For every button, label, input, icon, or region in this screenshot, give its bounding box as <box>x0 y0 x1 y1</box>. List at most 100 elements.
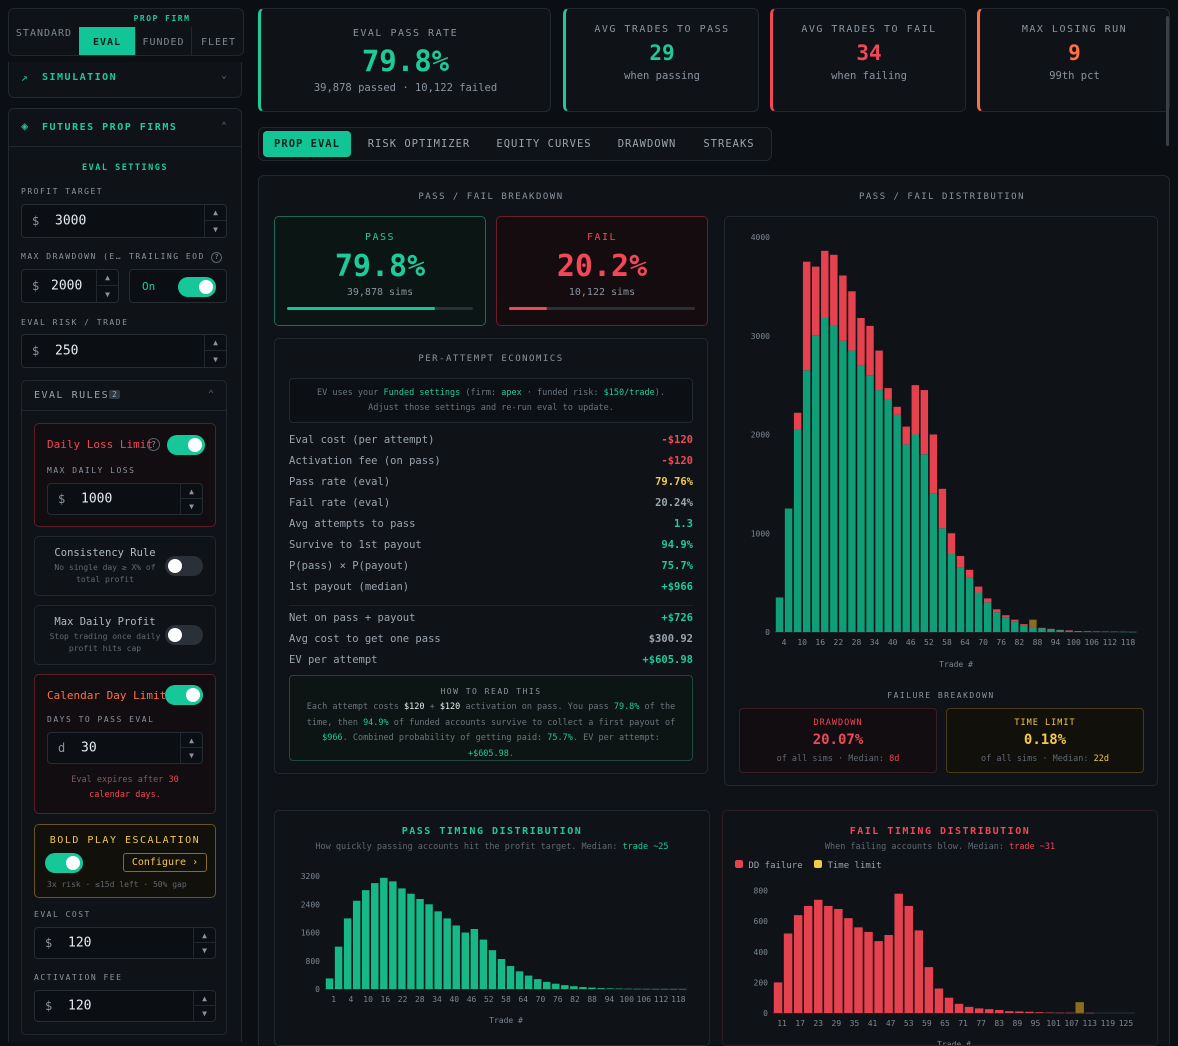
profit-target-label: PROFIT TARGET <box>21 187 104 196</box>
eval-risk-label: EVAL RISK / TRADE <box>21 318 129 327</box>
bar-pass <box>407 893 415 989</box>
profit-target-input[interactable]: $ 3000 ▲ ▼ <box>21 204 227 238</box>
simulation-section[interactable]: ↗ SIMULATION ⌄ <box>8 62 242 98</box>
eval-settings-label: EVAL SETTINGS <box>81 163 169 173</box>
y-tick-label: 2000 <box>751 431 770 440</box>
bar-dd-failure <box>964 1006 974 1013</box>
days-to-pass-stepper[interactable]: ▲ ▼ <box>180 733 202 763</box>
x-axis-label: Trade # <box>937 1040 971 1045</box>
eval-cost-input[interactable]: $ 120 ▲ ▼ <box>34 927 216 959</box>
bar-pass <box>380 877 388 989</box>
max-daily-profit-toggle[interactable] <box>165 625 203 645</box>
x-tick-label: 71 <box>958 1019 968 1028</box>
bar-dd-failure <box>944 997 954 1013</box>
bar-dd-failure <box>874 941 883 1013</box>
bar-dd-failure <box>844 918 853 1013</box>
bar-pass <box>488 950 497 989</box>
tab-eval[interactable]: EVAL <box>79 27 135 55</box>
bar-pass <box>812 335 820 632</box>
bar-pass <box>974 592 983 632</box>
x-tick-label: 94 <box>1051 638 1061 647</box>
tab-standard[interactable]: STANDARD <box>15 27 73 39</box>
activation-fee-label: ACTIVATION FEE <box>34 973 123 982</box>
bar-pass <box>784 508 793 632</box>
bar-pass <box>884 399 892 632</box>
bar-pass <box>830 325 838 632</box>
bar-fail <box>821 250 829 318</box>
rules-count-badge: 2 <box>109 390 120 399</box>
tab-prop-eval[interactable]: PROP EVAL <box>263 131 351 157</box>
help-icon[interactable]: ? <box>147 438 160 451</box>
max-drawdown-input[interactable]: $ 2000 ▲ ▼ <box>21 269 119 303</box>
eval-rules-header[interactable]: EVAL RULES 2 ⌃ <box>22 381 226 411</box>
configure-button[interactable]: Configure › <box>123 853 207 872</box>
econ-row: Avg cost to get one pass $300.92 <box>289 629 693 649</box>
futures-header[interactable]: ◈ FUTURES PROP FIRMS ⌃ <box>9 109 241 147</box>
x-tick-label: 100 <box>1066 638 1081 647</box>
y-tick-label: 800 <box>306 957 321 966</box>
activation-fee-input[interactable]: $ 120 ▲ ▼ <box>34 990 216 1022</box>
econ-row: EV per attempt +$605.98 <box>289 650 693 670</box>
pass-timing-panel: PASS TIMING DISTRIBUTION How quickly pas… <box>274 810 710 1046</box>
tab-drawdown[interactable]: DRAWDOWN <box>617 138 677 150</box>
calendar-toggle[interactable] <box>165 685 203 705</box>
mode-tabs: STANDARD PROP FIRM EVAL FUNDED FLEET <box>8 8 244 56</box>
econ-row-value: 1.3 <box>674 518 693 530</box>
max-daily-loss-input[interactable]: $ 1000 ▲ ▼ <box>47 483 203 515</box>
y-tick-label: 1000 <box>751 529 770 538</box>
activation-fee-stepper[interactable]: ▲ ▼ <box>193 991 215 1021</box>
bar-pass <box>775 597 784 632</box>
tab-funded[interactable]: FUNDED <box>135 27 191 55</box>
bar-pass <box>920 454 929 632</box>
fail-legend: DD failure Time limit <box>735 860 882 871</box>
scrollbar[interactable] <box>1166 16 1169 146</box>
tab-streaks[interactable]: STREAKS <box>703 138 755 150</box>
profit-target-stepper[interactable]: ▲ ▼ <box>204 205 226 237</box>
x-tick-label: 52 <box>484 995 494 1004</box>
tab-fleet[interactable]: FLEET <box>191 27 243 55</box>
x-tick-label: 53 <box>904 1019 914 1028</box>
main-tabs: PROP EVAL RISK OPTIMIZER EQUITY CURVES D… <box>258 127 772 161</box>
x-axis-label: Trade # <box>489 1016 523 1025</box>
bar-dd-failure <box>954 1003 964 1013</box>
x-tick-label: 4 <box>782 638 787 647</box>
max-daily-loss-stepper[interactable]: ▲ ▼ <box>180 484 202 514</box>
help-icon[interactable]: ? <box>211 252 223 263</box>
econ-row-value: $300.92 <box>648 633 693 645</box>
eval-risk-input[interactable]: $ 250 ▲ ▼ <box>21 334 227 368</box>
bar-pass <box>983 602 992 632</box>
bar-pass <box>947 553 956 632</box>
eval-cost-stepper[interactable]: ▲ ▼ <box>193 928 215 958</box>
econ-row-value: +$726 <box>661 612 693 624</box>
consistency-toggle[interactable] <box>165 556 203 576</box>
trailing-select[interactable]: On <box>129 269 227 303</box>
y-tick-label: 600 <box>754 917 769 926</box>
y-tick-label: 0 <box>765 628 770 637</box>
x-tick-label: 64 <box>960 638 970 647</box>
bar-pass <box>533 979 542 989</box>
bold-play-toggle[interactable] <box>45 853 83 873</box>
daily-loss-toggle[interactable] <box>167 435 205 455</box>
x-tick-label: 28 <box>852 638 862 647</box>
y-tick-label: 0 <box>315 985 320 994</box>
bar-pass <box>633 988 641 990</box>
max-drawdown-stepper[interactable]: ▲ ▼ <box>96 270 118 302</box>
calendar-note: Eval expires after 30 calendar days. <box>71 775 179 800</box>
tab-equity-curves[interactable]: EQUITY CURVES <box>496 138 592 150</box>
tab-risk-optimizer[interactable]: RISK OPTIMIZER <box>367 138 471 150</box>
days-to-pass-input[interactable]: d 30 ▲ ▼ <box>47 732 203 764</box>
x-tick-label: 112 <box>1103 638 1118 647</box>
fail-progress <box>509 307 695 310</box>
econ-row-label: Activation fee (on pass) <box>289 455 441 467</box>
stat-card-max-losing: MAX LOSING RUN 9 99th pct <box>977 8 1170 112</box>
distribution-title: PASS / FAIL DISTRIBUTION <box>858 192 1026 202</box>
bar-pass <box>524 975 533 989</box>
eval-risk-stepper[interactable]: ▲ ▼ <box>204 335 226 367</box>
bar-pass <box>416 899 424 989</box>
x-tick-label: 118 <box>1121 638 1136 647</box>
bar-fail <box>983 598 992 603</box>
bar-pass <box>1101 631 1110 633</box>
bar-dd-failure <box>773 982 783 1013</box>
bar-dd-failure <box>824 905 833 1013</box>
trailing-toggle[interactable] <box>178 277 216 297</box>
